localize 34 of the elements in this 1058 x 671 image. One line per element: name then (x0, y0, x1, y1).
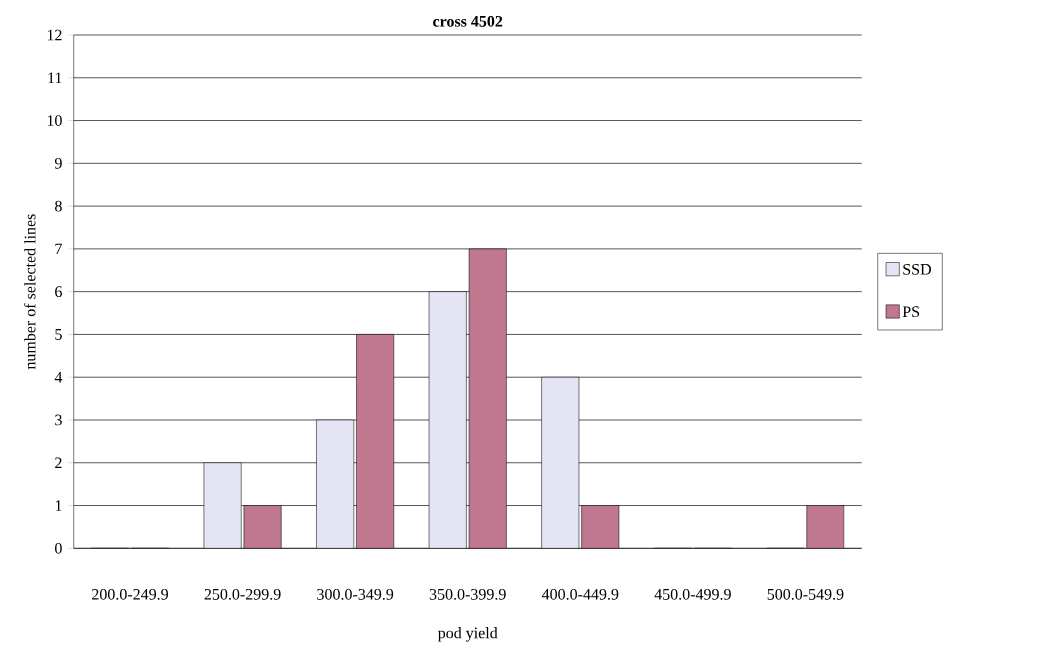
y-tick-label: 10 (47, 115, 62, 126)
x-tick-label: 250.0-299.9 (204, 588, 281, 600)
y-tick-label: 2 (55, 457, 62, 469)
y-tick-label: 11 (48, 72, 62, 84)
x-tick-label: 450.0-499.9 (654, 588, 731, 600)
y-tick-label: 7 (55, 243, 62, 255)
chart-title: cross 4502 (433, 15, 503, 27)
x-axis-title: pod yield (437, 627, 498, 642)
legend-label: SSD (903, 263, 931, 275)
x-tick-label: 500.0-549.9 (767, 588, 844, 600)
bar (316, 419, 355, 549)
bar (581, 505, 620, 549)
y-tick-label: 1 (55, 500, 62, 511)
y-tick-label: 3 (55, 414, 62, 426)
bar (428, 291, 467, 549)
bar (806, 505, 845, 549)
y-tick-label: 0 (55, 542, 62, 554)
y-tick-label: 12 (47, 29, 62, 41)
y-tick-label: 8 (55, 200, 62, 212)
bar (356, 334, 395, 549)
y-axis-title: number of selected lines (24, 214, 36, 370)
bar (468, 248, 507, 549)
y-tick-label: 4 (54, 371, 63, 383)
bar (243, 505, 282, 549)
y-tick-label: 9 (54, 157, 62, 169)
y-tick-label: 5 (55, 329, 62, 340)
legend-label: PS (902, 306, 920, 318)
x-tick-label: 200.0-249.9 (92, 588, 169, 600)
y-tick-label: 6 (55, 286, 62, 298)
bar (203, 462, 242, 549)
x-tick-label: 300.0-349.9 (317, 588, 394, 600)
x-tick-label: 400.0-449.9 (541, 588, 619, 600)
bar (541, 376, 580, 549)
x-tick-label: 350.0-399.9 (429, 588, 506, 600)
